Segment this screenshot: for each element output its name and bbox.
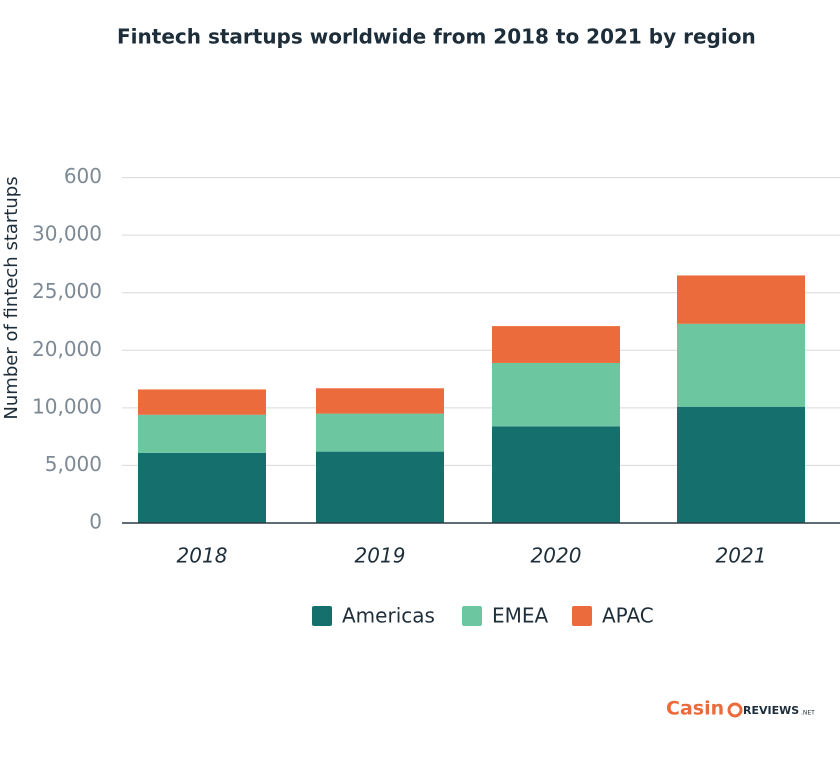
x-tick-label: 2018	[177, 544, 228, 568]
bar-segment	[138, 414, 266, 453]
legend-label: EMEA	[492, 604, 549, 628]
legend-label: Americas	[342, 604, 435, 628]
bar-segment	[677, 406, 805, 523]
y-tick-label: 20,000	[32, 337, 102, 361]
bar-segment	[492, 426, 620, 523]
logo-icon	[727, 702, 743, 718]
bar-segment	[316, 388, 444, 414]
bar-segment	[492, 362, 620, 427]
bar-segment	[492, 326, 620, 363]
y-tick-label: 5,000	[45, 452, 102, 476]
y-tick-label: 10,000	[32, 394, 102, 418]
legend-swatch	[312, 606, 332, 626]
y-tick-label: 600	[64, 164, 102, 188]
bar-segment	[138, 452, 266, 523]
bar-segment	[316, 413, 444, 452]
logo-tld: .NET	[801, 710, 815, 717]
y-tick-label: 25,000	[32, 279, 102, 303]
y-tick-label: 0	[89, 510, 102, 534]
y-tick-label: 30,000	[32, 222, 102, 246]
logo-name: Casin	[666, 698, 724, 720]
bar-segment	[138, 389, 266, 415]
legend-label: APAC	[602, 604, 654, 628]
legend-swatch	[462, 606, 482, 626]
logo: Casin REVIEWS .NET	[666, 698, 815, 720]
legend-swatch	[572, 606, 592, 626]
chart-title: Fintech startups worldwide from 2018 to …	[117, 25, 756, 49]
bar-segment	[677, 275, 805, 324]
y-axis-label: Number of fintech startups	[1, 176, 22, 419]
x-tick-label: 2020	[531, 544, 582, 568]
x-tick-label: 2019	[355, 544, 406, 568]
logo-suffix: REVIEWS	[743, 704, 799, 717]
bar-segment	[316, 451, 444, 523]
x-tick-label: 2021	[716, 544, 767, 568]
bar-segment	[677, 323, 805, 407]
